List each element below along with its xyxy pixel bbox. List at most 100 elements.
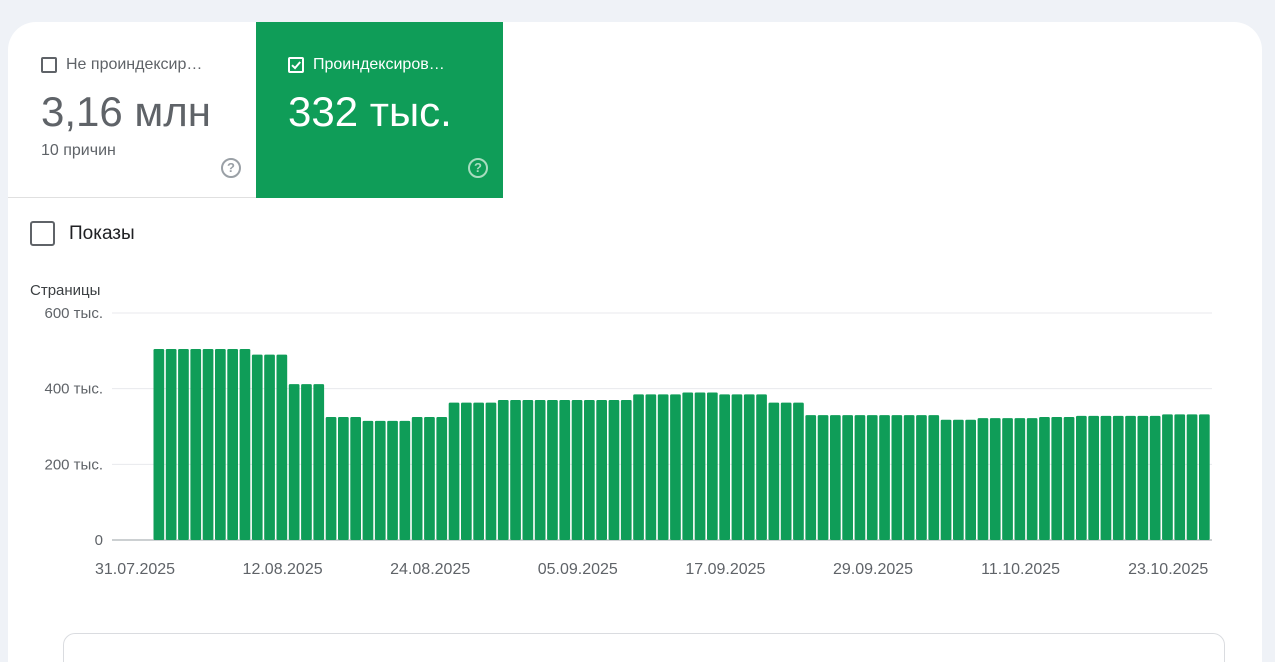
x-tick-label: 05.09.2025 — [538, 561, 618, 578]
bar — [645, 394, 657, 540]
bar — [190, 348, 202, 540]
tab-not-indexed[interactable]: Не проиндексир… 3,16 млн 10 причин ? — [8, 22, 256, 198]
tab-not-indexed-header: Не проиндексир… — [41, 56, 256, 74]
bar — [202, 348, 214, 540]
checkbox-impressions[interactable] — [30, 221, 55, 246]
bar — [965, 419, 976, 540]
tab-not-indexed-value: 3,16 млн — [41, 88, 211, 135]
checkbox-indexed[interactable] — [288, 57, 304, 73]
bar — [362, 420, 374, 540]
bar — [1125, 415, 1136, 540]
report-card: Не проиндексир… 3,16 млн 10 причин ? Про… — [8, 22, 1262, 662]
tab-indexed-header: Проиндексиров… — [288, 56, 503, 74]
bar — [461, 402, 472, 540]
tab-indexed[interactable]: Проиндексиров… 332 тыс. ? — [256, 22, 503, 198]
pages-bar-chart: 0 200 тыс. 400 тыс. 600 тыс. 31.07.2025 12.08… — [44, 305, 1212, 578]
bar — [153, 348, 165, 540]
check-icon — [291, 61, 301, 70]
tab-indexed-label: Проиндексиров… — [313, 56, 445, 73]
bar — [719, 394, 730, 540]
checkbox-not-indexed[interactable] — [41, 57, 57, 73]
bar — [251, 354, 263, 540]
bar — [916, 415, 927, 540]
bar — [977, 418, 989, 540]
bar — [1100, 415, 1112, 540]
bar — [239, 348, 251, 540]
bar — [338, 417, 349, 540]
bar — [1137, 415, 1149, 540]
bar — [879, 415, 890, 540]
x-tick-label: 24.08.2025 — [390, 561, 470, 578]
bar — [817, 415, 829, 540]
bar — [424, 417, 435, 540]
bar — [448, 402, 460, 540]
bar — [301, 384, 312, 540]
bar — [608, 400, 620, 540]
bar — [497, 400, 509, 540]
bar — [682, 392, 694, 540]
bar — [793, 402, 804, 540]
bar — [1039, 417, 1050, 540]
bar — [903, 415, 915, 540]
bar — [657, 394, 669, 540]
x-tick-label: 31.07.2025 — [95, 561, 175, 578]
bar — [953, 419, 964, 540]
tab-not-indexed-label: Не проиндексир… — [66, 56, 203, 73]
y-tick-label: 600 тыс. — [44, 305, 103, 322]
bar — [805, 415, 817, 540]
bar — [1002, 418, 1013, 540]
bar — [1088, 415, 1099, 540]
bar — [1149, 415, 1161, 540]
tab-indexed-value: 332 тыс. — [288, 88, 452, 135]
x-tick-label: 29.09.2025 — [833, 561, 913, 578]
bar — [584, 400, 595, 540]
bar — [1063, 417, 1075, 540]
bar — [387, 420, 398, 540]
y-tick-label: 200 тыс. — [44, 456, 103, 473]
bar — [694, 392, 706, 540]
bar — [178, 348, 189, 540]
bar — [325, 417, 337, 540]
bar — [768, 402, 780, 540]
x-tick-label: 12.08.2025 — [243, 561, 323, 578]
bar — [411, 417, 423, 540]
y-axis-title: Страницы — [30, 282, 101, 299]
help-icon[interactable]: ? — [468, 158, 488, 178]
bar — [854, 415, 866, 540]
bar — [1186, 414, 1198, 540]
bar — [1174, 414, 1186, 540]
bar — [522, 400, 534, 540]
bar — [1112, 415, 1124, 540]
bar — [534, 400, 546, 540]
bar — [436, 417, 448, 540]
bar — [276, 354, 288, 540]
bar — [473, 402, 484, 540]
bar — [485, 402, 497, 540]
bar — [374, 420, 386, 540]
bar — [559, 400, 571, 540]
bar — [1076, 415, 1087, 540]
bar — [596, 400, 607, 540]
bar — [215, 348, 226, 540]
bar — [313, 384, 325, 540]
bar — [707, 392, 718, 540]
help-icon[interactable]: ? — [221, 158, 241, 178]
bar — [731, 394, 743, 540]
bar — [940, 419, 952, 540]
x-tick-label: 17.09.2025 — [685, 561, 765, 578]
impressions-toggle[interactable]: Показы — [30, 221, 135, 246]
bar — [743, 394, 755, 540]
bar — [780, 402, 792, 540]
bar — [830, 415, 841, 540]
bar — [571, 400, 583, 540]
tab-not-indexed-reasons: 10 причин — [41, 142, 116, 159]
bar — [756, 394, 767, 540]
x-tick-label: 23.10.2025 — [1128, 561, 1208, 578]
bar — [1199, 414, 1210, 540]
bar — [399, 420, 411, 540]
bar — [165, 348, 177, 540]
x-tick-label: 11.10.2025 — [981, 561, 1060, 578]
bar — [1051, 417, 1063, 540]
bar — [989, 418, 1001, 540]
impressions-label: Показы — [69, 222, 135, 244]
